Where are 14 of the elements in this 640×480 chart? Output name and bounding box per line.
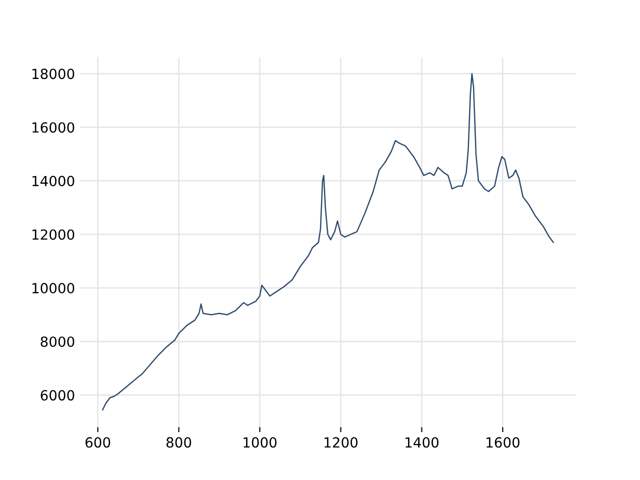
y-tick-label: 8000 bbox=[40, 336, 74, 347]
x-tick-label: 1400 bbox=[406, 437, 438, 448]
y-tick-label: 16000 bbox=[32, 122, 74, 133]
y-tick-label: 14000 bbox=[32, 176, 74, 186]
y-tick-label: 6000 bbox=[40, 390, 74, 401]
x-tick-label: 600 bbox=[86, 437, 110, 448]
x-tick-label: 1600 bbox=[486, 437, 520, 448]
x-tick-label: 800 bbox=[166, 437, 192, 448]
y-tick-label: 18000 bbox=[32, 68, 74, 80]
y-tick-label: 10000 bbox=[32, 282, 74, 294]
line-series bbox=[102, 73, 554, 410]
x-tick-label: 1000 bbox=[244, 437, 277, 448]
y-tick-label: 12000 bbox=[32, 229, 74, 240]
x-tick-label: 1200 bbox=[324, 437, 358, 448]
